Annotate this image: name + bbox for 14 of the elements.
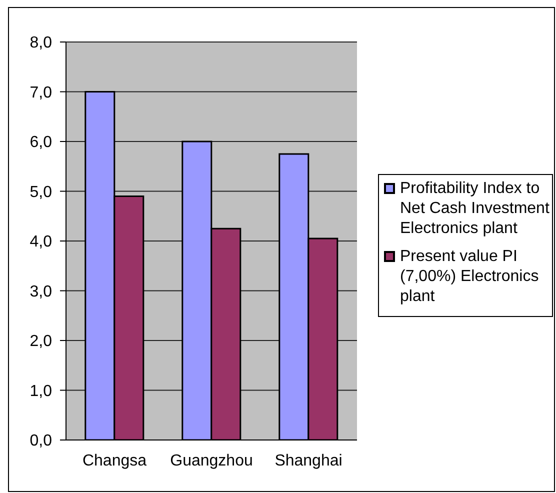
y-tick-label: 2,0 — [30, 333, 52, 350]
y-tick-label: 6,0 — [30, 134, 52, 152]
x-tick-label: Shanghai — [274, 452, 342, 470]
x-tick-label: Changsa — [82, 452, 147, 470]
y-tick-label: 0,0 — [30, 432, 52, 450]
y-tick-label: 5,0 — [30, 184, 52, 201]
y-tick-label: 3,0 — [30, 283, 52, 300]
legend-label: Profitability Index to Net Cash Investment Electronics plant — [400, 179, 550, 239]
y-tick-label: 8,0 — [30, 34, 52, 52]
y-tick-label: 1,0 — [30, 382, 52, 400]
y-tick-label: 4,0 — [30, 234, 52, 251]
x-tick-label: Guangzhou — [170, 452, 253, 470]
y-tick-label: 7,0 — [30, 84, 52, 102]
legend-label: Present value PI (7,00%) Electronics plant — [400, 247, 540, 307]
